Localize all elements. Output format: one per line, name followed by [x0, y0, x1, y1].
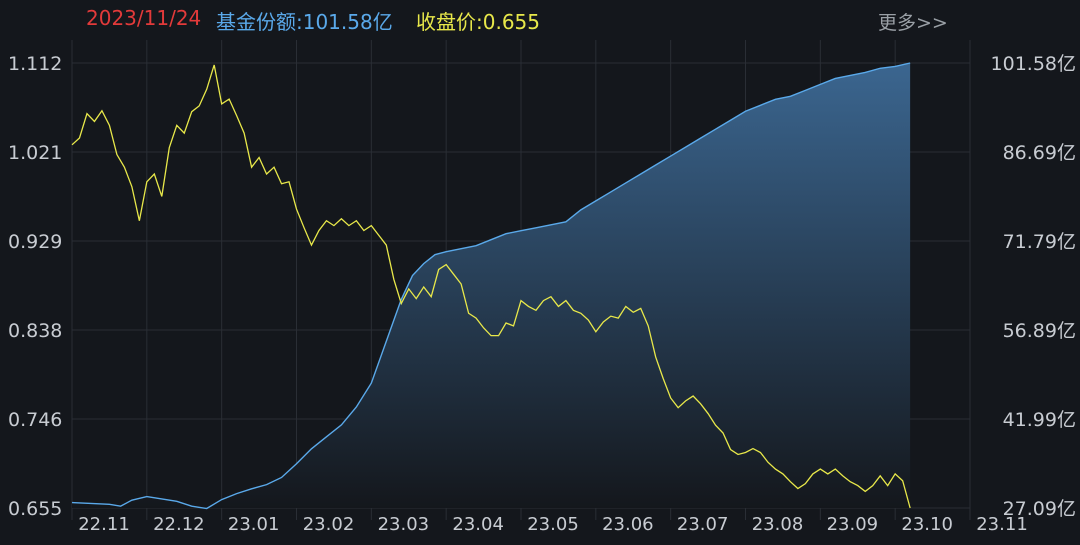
y-right-tick-label: 27.09亿: [1003, 498, 1076, 520]
x-tick-label: 23.07: [677, 514, 729, 535]
y-right-tick-label: 101.58亿: [991, 53, 1076, 75]
x-tick-label: 23.04: [452, 514, 504, 535]
x-tick-label: 23.05: [527, 514, 579, 535]
axis-labels: 1.112 1.021 0.929 0.838 0.746 0.655 101.58亿 86.…: [8, 53, 1076, 535]
fund-share-area: [72, 63, 911, 509]
y-left-tick-label: 0.655: [8, 498, 62, 520]
y-left-tick-label: 0.746: [8, 409, 62, 431]
x-tick-label: 23.09: [827, 514, 879, 535]
share-area-layer: [71, 62, 911, 510]
y-left-tick-label: 1.021: [8, 142, 62, 164]
y-right-tick-label: 86.69亿: [1003, 142, 1076, 164]
x-tick-label: 23.10: [901, 514, 953, 535]
close-price-line: [71, 64, 911, 509]
y-right-tick-label: 41.99亿: [1003, 409, 1076, 431]
x-tick-label: 23.11: [976, 514, 1028, 535]
more-link[interactable]: 更多>>: [878, 12, 948, 34]
x-tick-label: 23.08: [752, 514, 804, 535]
x-tick-label: 22.12: [153, 514, 205, 535]
x-tick-label: 23.06: [602, 514, 654, 535]
y-right-tick-label: 56.89亿: [1003, 320, 1076, 342]
y-left-tick-label: 0.929: [8, 231, 62, 253]
y-left-tick-label: 1.112: [8, 53, 62, 75]
x-tick-label: 23.02: [303, 514, 355, 535]
price-line-layer: [71, 64, 911, 509]
header-close-price: 收盘价:0.655: [416, 10, 540, 34]
fund-share-line: [71, 62, 911, 510]
x-tick-label: 22.11: [78, 514, 130, 535]
header-date: 2023/11/24: [86, 6, 202, 30]
y-right-tick-label: 71.79亿: [1003, 231, 1076, 253]
y-left-tick-label: 0.838: [8, 320, 62, 342]
header-fund-share: 基金份额:101.58亿: [216, 10, 393, 34]
x-tick-label: 23.01: [228, 514, 280, 535]
x-tick-label: 23.03: [378, 514, 430, 535]
